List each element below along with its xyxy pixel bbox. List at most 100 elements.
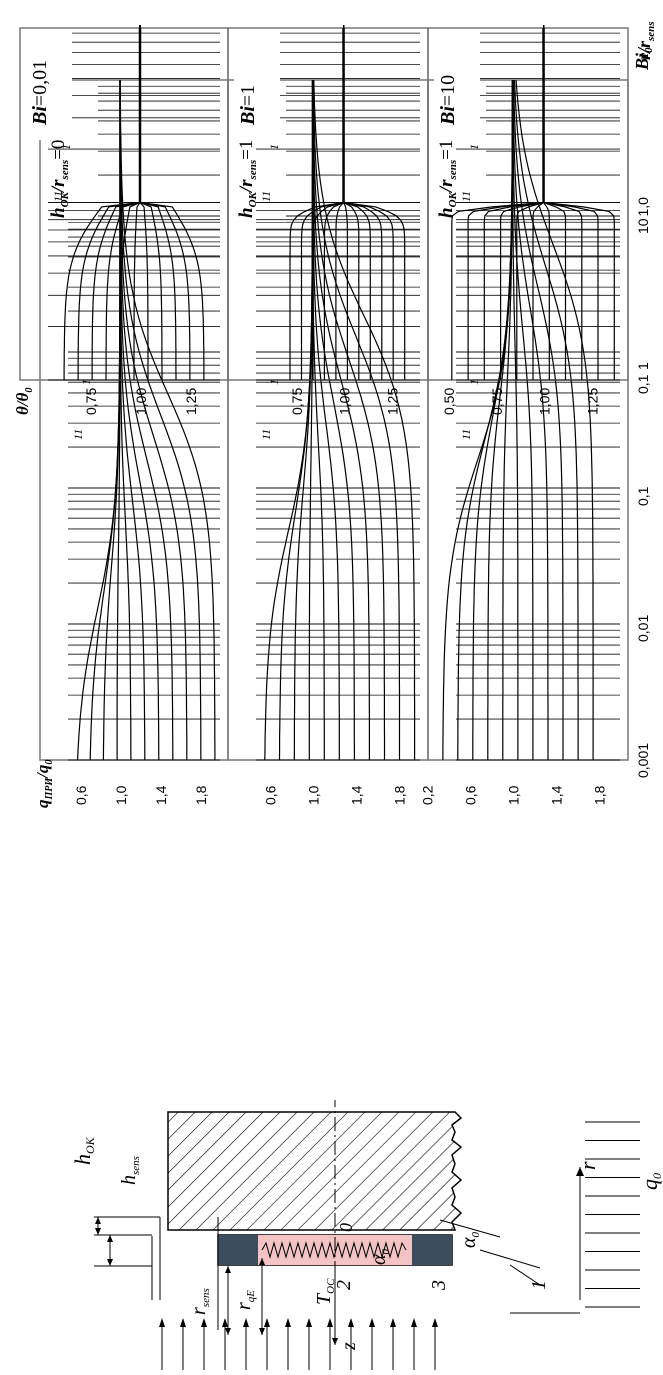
zigzag-wire (261, 1241, 407, 1259)
origin-label: 0 (336, 1223, 356, 1232)
middle-curve-label-last: 11 (459, 429, 473, 440)
middle-ytick-label: 1,8 (193, 785, 209, 805)
middle-ylabel: qПРИ/q0 (33, 760, 55, 808)
middle-xtick-label: 0,1 (635, 486, 651, 506)
right-ytick-label: 0,75 (489, 388, 505, 415)
h-sens-label: hsens (118, 1156, 142, 1185)
middle-ytick-label: 0,2 (420, 785, 436, 805)
middle-ytick-label: 1,4 (349, 785, 365, 805)
right-xtick-label: 0,1 (635, 374, 651, 394)
middle-curve-label-first: 1 (267, 379, 281, 385)
middle-curve-label-last: 11 (259, 429, 273, 440)
right-panel-title: Bi=10 (437, 75, 459, 126)
middle-curve-label-first: 1 (79, 379, 93, 385)
heat-flux-arrow-head (243, 1318, 249, 1327)
middle-curve-10 (119, 80, 202, 761)
sensor-insulation-right (412, 1235, 452, 1265)
middle-curve-7 (512, 80, 534, 760)
r-qe-label: rqE (233, 1290, 257, 1310)
right-curve-label-last: 11 (51, 191, 65, 202)
right-panel-label-bg (26, 30, 72, 140)
right-panel-label-bg (434, 30, 480, 140)
middle-curve-8 (119, 79, 174, 760)
middle-xtick-label: 0,01 (635, 615, 651, 642)
middle-ytick-label: 1,8 (592, 785, 608, 805)
part-1-label: 1 (528, 1280, 550, 1290)
right-curve-label-first: 1 (59, 144, 73, 150)
heat-flux-arrow-head (369, 1318, 375, 1327)
middle-ytick-label: 1,0 (506, 785, 522, 805)
alpha-top-label: α0 (368, 1249, 392, 1266)
middle-xlabel: Bi0 (632, 47, 655, 71)
middle-ytick-label: 1,0 (113, 785, 129, 805)
middle-curve-10 (513, 79, 579, 760)
middle-curve-11 (313, 79, 416, 760)
middle-xtick-label: 1 (635, 362, 651, 370)
middle-curve-10 (312, 79, 401, 760)
middle-ytick-label: 0,6 (263, 785, 279, 805)
right-xlabel: r/rsens (634, 21, 657, 60)
right-panel-title: Bi=0,01 (29, 60, 51, 126)
right-curve-label-last: 11 (459, 191, 473, 202)
right-ytick-label: 1,25 (384, 388, 400, 415)
h-ok-label: hOK (70, 1136, 97, 1165)
right-ytick-label: 0,75 (289, 388, 305, 415)
heat-flux-arrow-head (222, 1318, 228, 1327)
heat-flux-arrows (159, 1121, 640, 1370)
part-3-label: 3 (428, 1280, 450, 1291)
right-ytick-label: 1,25 (183, 388, 199, 415)
middle-ytick-label: 0,6 (73, 785, 89, 805)
middle-curve-label-last: 11 (71, 429, 85, 440)
middle-ytick-label: 1,4 (549, 785, 565, 805)
heat-flux-arrow-head (159, 1318, 165, 1327)
right-ylabel: θ/θ0 (13, 388, 35, 415)
middle-ytick-label: 1,4 (153, 785, 169, 805)
middle-ytick-label: 0,6 (463, 785, 479, 805)
heat-flux-arrow-head (348, 1318, 354, 1327)
r-axis-label: r (575, 1161, 600, 1170)
middle-curve-5 (502, 79, 514, 760)
right-panel-title: Bi=1 (237, 85, 259, 126)
middle-ytick-label: 1,8 (392, 785, 408, 805)
sensor-insulation-left (218, 1235, 258, 1265)
middle-curve-7 (312, 80, 355, 760)
right-curve-label-first: 1 (467, 144, 481, 150)
right-panel-label-bg (234, 30, 280, 140)
substrate-body (167, 1111, 463, 1231)
middle-xtick-label: 10 (635, 218, 651, 234)
middle-curve-11 (119, 80, 216, 760)
middle-curve-6 (511, 80, 519, 760)
heat-flux-arrow-head (411, 1318, 417, 1327)
q0-label: q0 (637, 1173, 663, 1190)
heat-flux-arrow-head (180, 1318, 186, 1327)
right-ytick-label: 1,25 (584, 388, 600, 415)
middle-curve-9 (512, 79, 564, 760)
middle-panel-title: hOK/rsens=1 (236, 140, 259, 218)
heat-flux-arrow-head (432, 1318, 438, 1327)
z-label: z (338, 1342, 360, 1351)
right-ytick-label: 0,75 (83, 388, 99, 415)
middle-curve-8 (312, 79, 370, 760)
middle-curve-8 (512, 79, 549, 760)
heat-flux-arrow-head (327, 1318, 333, 1327)
heat-flux-arrow-head (264, 1318, 270, 1327)
right-xtick-label: 1,0 (635, 197, 651, 217)
middle-ytick-label: 1,0 (306, 785, 322, 805)
right-curve-label-last: 11 (259, 191, 273, 202)
middle-curve-label-first: 1 (467, 379, 481, 385)
right-curve-label-first: 1 (267, 144, 281, 150)
middle-xtick-label: 0,001 (635, 743, 651, 778)
part-2-label: 2 (333, 1280, 355, 1290)
right-ytick-label: 1,00 (537, 388, 553, 415)
right-ytick-label: 1,00 (133, 388, 149, 415)
right-chart: Bi=0,011111,251,000,75Bi=11111,251,000,7… (13, 21, 657, 415)
t-oc-label: TOC (313, 1278, 337, 1305)
heat-flux-arrow-head (201, 1318, 207, 1327)
